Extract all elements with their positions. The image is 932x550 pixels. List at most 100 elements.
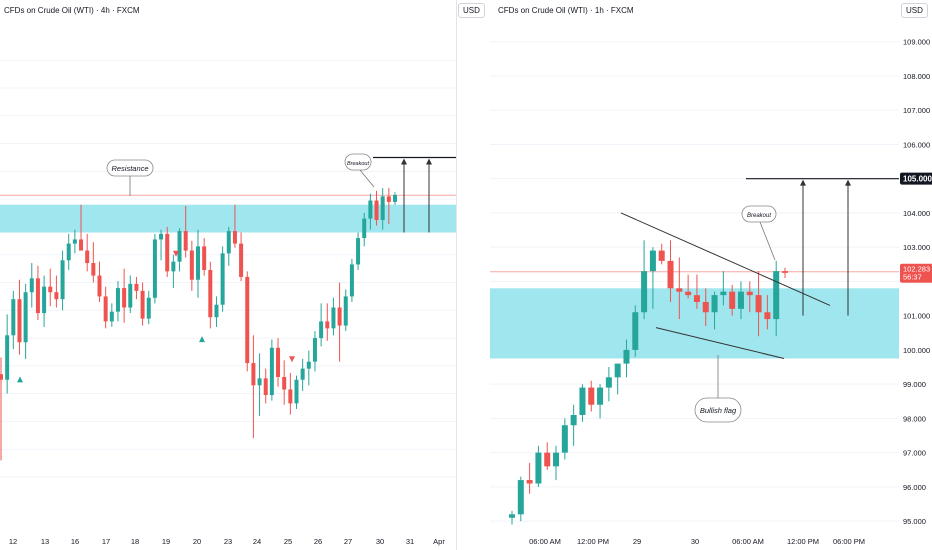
y-tick-label: 108.000 [903,72,930,81]
candle-body [773,271,780,320]
candle-body [632,312,639,350]
candle-body [140,290,145,319]
x-tick-label: 12:00 PM [577,537,609,546]
x-tick-label: 30 [376,537,384,546]
signal-marker-down [289,356,295,363]
projection-arrowhead [800,179,806,186]
y-tick-label: 100.000 [903,346,930,355]
y-tick-label: 101.000 [903,312,930,321]
price-label: 102.283 [903,265,930,274]
countdown-label: 56:37 [903,273,922,282]
candle-body [23,292,28,343]
candle-body [393,194,397,202]
x-tick-label: 06:00 AM [732,537,764,546]
candle-body [509,514,515,518]
chart-panel-4h[interactable]: UKOIL, 4h CFDs on Crude Oil (WTI) 105.00… [0,0,485,550]
candle-body [649,250,656,272]
candle-body [251,363,256,386]
candle-body [737,291,744,309]
candle-body [115,288,120,312]
x-tick-label: 12 [9,537,17,546]
candle-body [368,200,373,219]
x-tick-label: 13 [41,537,49,546]
y-tick-label: 97.000 [903,449,926,458]
plot-background [490,0,899,550]
callout-box [344,153,372,171]
candle-body [614,363,621,378]
candle-body [17,299,22,343]
candle-body [711,295,718,313]
y-tick-label: 104.000 [903,209,930,218]
candle-body [165,233,170,272]
candle-body [146,297,151,319]
callout-text: Resistance [111,164,148,173]
candle-body [380,196,385,220]
candle-body [337,307,342,326]
candle-body [35,278,40,314]
x-tick-label: 23 [224,537,232,546]
x-tick-label: 06:00 PM [833,537,865,546]
candle-body [122,288,127,308]
candle-body [226,231,231,254]
candle-body [588,387,595,405]
x-tick-label: 17 [102,537,110,546]
x-tick-label: 18 [131,537,139,546]
candle-body [720,291,727,296]
candle-body [54,292,59,300]
candle-body [97,275,102,297]
candle-body [29,278,34,293]
candle-body [374,200,379,220]
candle-body [128,283,133,308]
candle-body [152,239,157,298]
candle-body [319,321,324,339]
candle-body [196,246,200,280]
candle-body [658,250,665,261]
plot-background [0,0,456,550]
candle-body [349,264,354,297]
y-tick-label: 98.000 [903,414,926,423]
candle-body [220,253,225,305]
candle-body [641,271,648,313]
currency-label[interactable]: USD [458,3,485,18]
candle-body [183,231,188,251]
candle-body [570,414,577,426]
chart-panel-1h[interactable]: UKOIL, 1h CFDs on Crude Oil (WTI) 105.00… [490,0,932,550]
candle-body [755,295,762,313]
candle-body [764,312,771,320]
candle-body [79,239,84,251]
candle-body [5,335,10,380]
candle-body [288,389,293,404]
signal-marker-down [173,250,179,257]
candle-body [362,218,367,239]
callout-box [106,159,154,177]
x-tick-label: 24 [253,537,261,546]
candle-body [517,480,524,515]
highlight-zone [0,204,456,233]
currency-label[interactable]: USD [901,3,928,18]
x-tick-label: 31 [406,537,414,546]
callout-pointer [759,221,776,261]
candle-body [535,452,542,484]
candle-body [72,239,77,244]
candle-body [269,347,274,396]
candle-body [208,270,213,318]
candle-body [667,260,674,289]
x-tick-label: 20 [193,537,201,546]
candle-body [597,387,604,405]
y-tick-label: 106.000 [903,140,930,149]
x-tick-label: 29 [633,537,641,546]
candle-body [42,286,47,314]
trend-line [655,327,785,359]
x-tick-label: Apr [433,537,445,546]
callout-box [694,397,742,423]
callout-box [741,205,777,223]
projection-arrowhead [845,179,851,186]
chart-title: CFDs on Crude Oil (WTI) · 4h · FXCM [4,6,140,15]
candle-body [189,250,194,280]
candle-body [202,246,207,270]
candle-body [306,361,311,369]
candle-body [356,238,361,265]
candle-body [605,377,612,388]
candle-body [245,276,250,364]
x-tick-label: 06:00 AM [529,537,561,546]
